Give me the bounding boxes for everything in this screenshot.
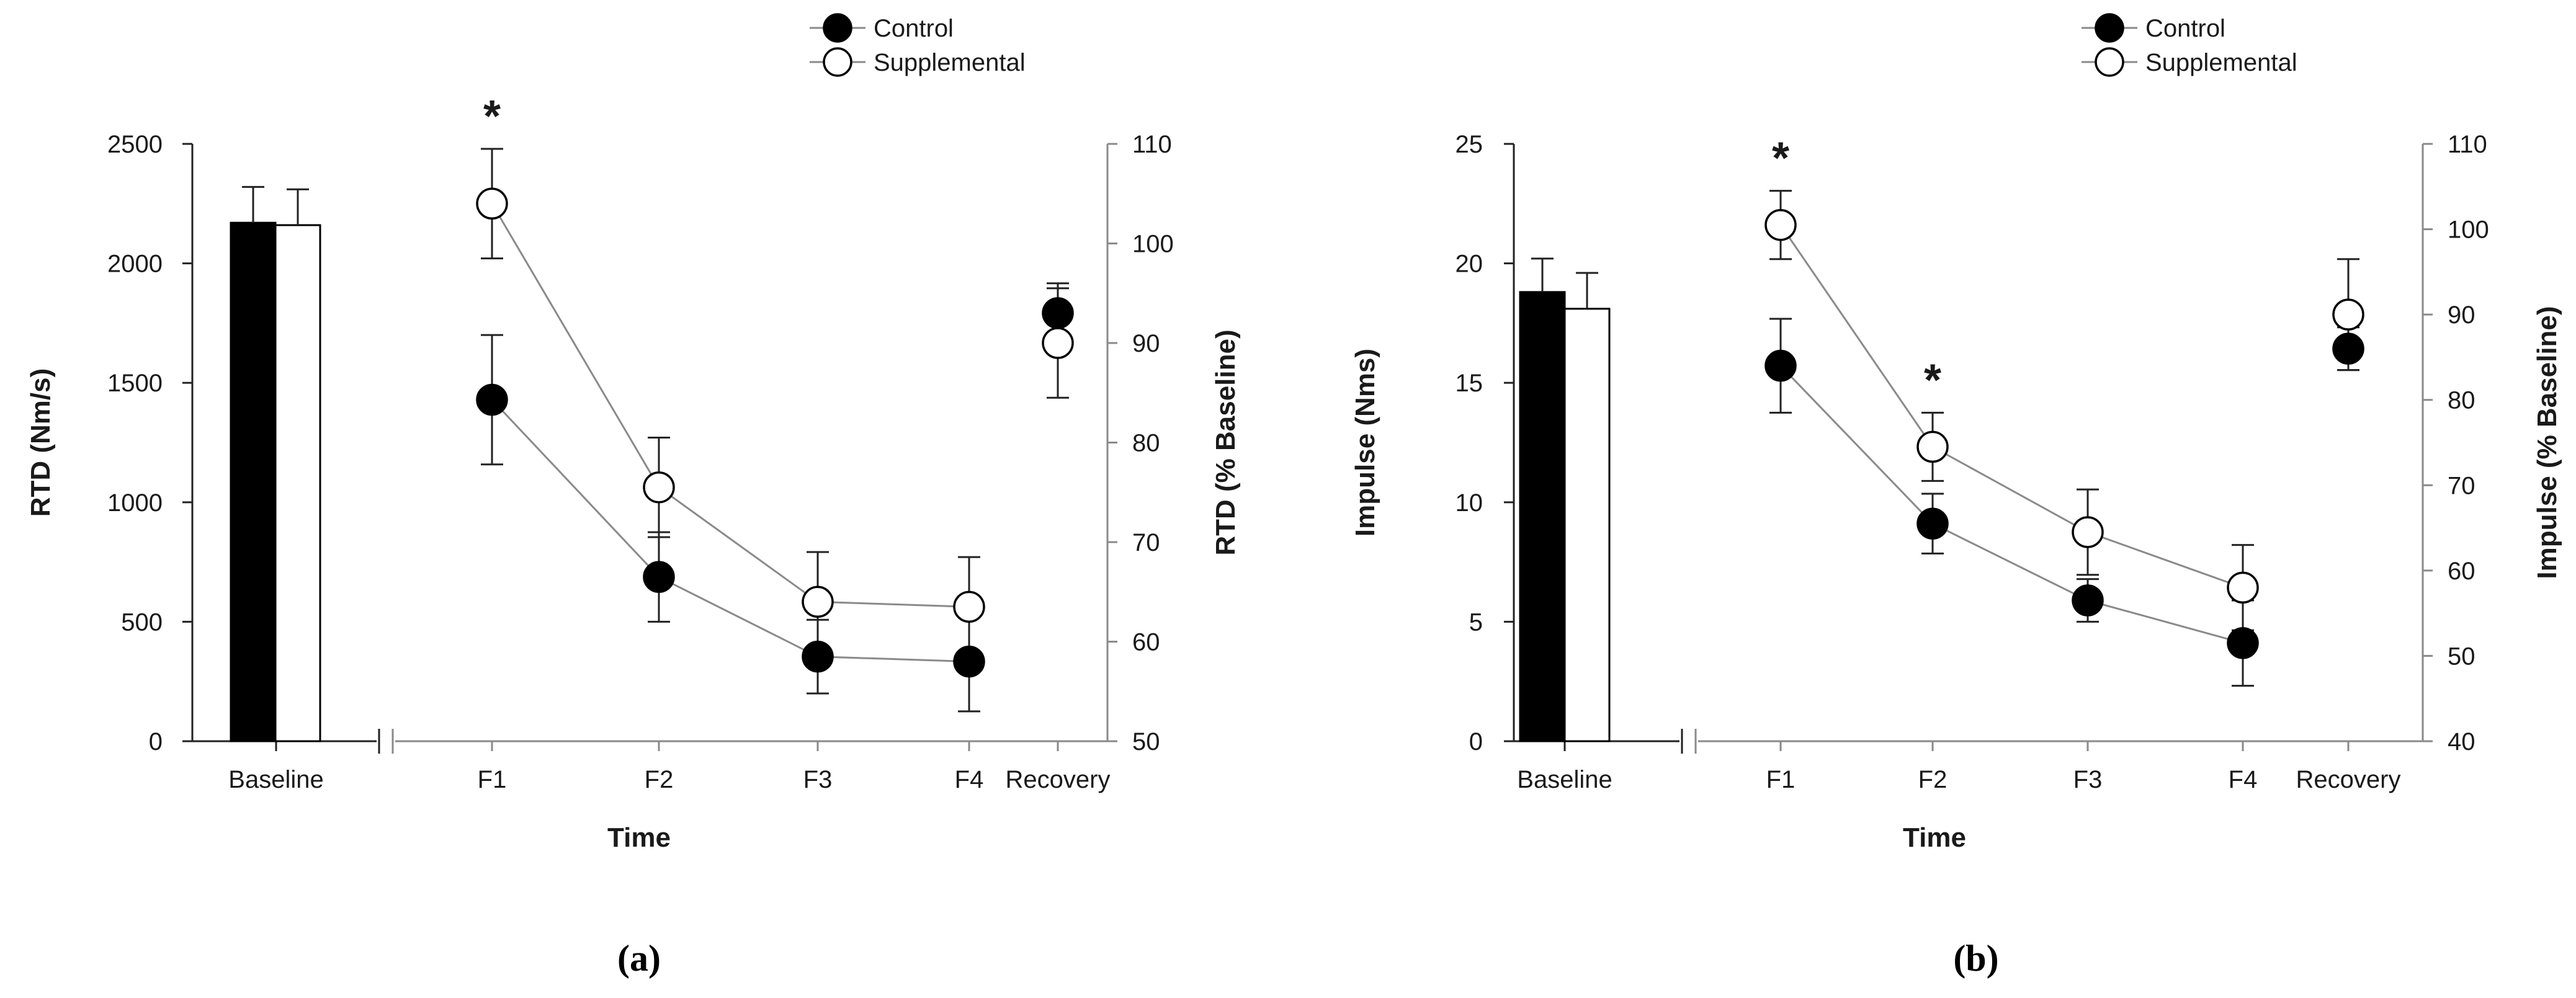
right-y-tick-label: 90	[1132, 330, 1160, 357]
data-point	[1764, 208, 1797, 241]
right-y-tick-label: 50	[2448, 643, 2475, 670]
data-point	[2227, 627, 2259, 659]
left-y-tick-label: 20	[1456, 251, 1483, 278]
right-y-tick-label: 110	[2448, 131, 2487, 158]
right-y-tick-label: 80	[2448, 387, 2475, 414]
right-y-tick-label: 70	[2448, 472, 2475, 499]
data-point	[2332, 332, 2364, 365]
legend-marker	[823, 13, 852, 43]
legend-marker	[823, 47, 852, 77]
data-point	[643, 471, 675, 504]
legend-marker	[2095, 47, 2124, 77]
x-tick-label: Recovery	[1006, 766, 1111, 793]
panel-label: (b)	[1953, 938, 1998, 979]
significance-mark: *	[1924, 355, 1941, 405]
left-y-tick-label: 10	[1456, 489, 1483, 517]
left-y-tick-label: 1000	[107, 489, 163, 517]
x-tick-label: F4	[2229, 766, 2258, 793]
left-y-tick-label: 0	[1469, 728, 1483, 755]
right-y-tick-label: 80	[1132, 430, 1160, 457]
baseline-bar	[1563, 308, 1611, 742]
x-tick-label: Recovery	[2296, 766, 2401, 793]
x-tick-label: F1	[478, 766, 507, 793]
data-point	[2227, 571, 2259, 604]
data-point	[476, 187, 508, 220]
x-tick-label: F3	[2073, 766, 2103, 793]
right-y-axis-title: RTD (% Baseline)	[1210, 329, 1241, 555]
legend-label: Supplemental	[874, 49, 1026, 76]
data-point	[476, 383, 508, 416]
left-y-tick-label: 5	[1469, 608, 1483, 636]
legend-label: Supplemental	[2145, 49, 2297, 76]
data-point	[1916, 430, 1949, 463]
series-line	[1779, 224, 2243, 589]
right-y-tick-label: 60	[2448, 558, 2475, 585]
series-line	[491, 203, 970, 608]
x-axis-title: Time	[607, 822, 671, 853]
right-y-tick-label: 60	[1132, 629, 1160, 656]
data-point	[1916, 507, 1949, 540]
data-point	[643, 561, 675, 593]
left-y-tick-label: 0	[149, 728, 163, 755]
data-point	[1764, 349, 1797, 382]
data-point	[953, 590, 985, 623]
right-y-tick-label: 70	[1132, 529, 1160, 556]
right-y-tick-label: 110	[1132, 131, 1172, 158]
x-axis-title: Time	[1903, 822, 1966, 853]
left-y-tick-label: 2500	[107, 131, 163, 158]
x-tick-label: Baseline	[1517, 766, 1612, 793]
x-tick-label: Baseline	[228, 766, 323, 793]
data-point	[2072, 584, 2104, 617]
panel-label: (a)	[617, 938, 661, 979]
significance-mark: *	[1772, 134, 1789, 184]
data-point	[1042, 327, 1074, 359]
series-line	[491, 399, 970, 663]
data-point	[2072, 516, 2104, 548]
right-y-tick-label: 100	[1132, 231, 1174, 258]
left-y-tick-label: 15	[1456, 370, 1483, 397]
right-y-tick-label: 50	[1132, 728, 1160, 755]
x-tick-label: F2	[1918, 766, 1948, 793]
legend-label: Control	[2145, 15, 2225, 42]
left-y-axis-title: RTD (Nm/s)	[25, 368, 56, 517]
x-tick-label: F3	[803, 766, 833, 793]
left-y-tick-label: 2000	[107, 251, 163, 278]
significance-mark: *	[483, 92, 501, 141]
right-y-tick-label: 90	[2448, 301, 2475, 329]
left-y-tick-label: 1500	[107, 370, 163, 397]
x-tick-label: F4	[955, 766, 984, 793]
baseline-bar	[1519, 291, 1566, 742]
data-point	[802, 640, 834, 673]
chart-panel-a: 0 500 1000 1500 2000 2500 50 60 70 80 90 100 110 Base…	[25, 13, 1241, 979]
series-line	[1779, 365, 2243, 644]
data-point	[953, 645, 985, 678]
data-point	[1042, 297, 1074, 329]
left-y-tick-label: 25	[1456, 131, 1483, 158]
baseline-bar	[230, 221, 277, 742]
x-tick-label: F1	[1766, 766, 1796, 793]
legend-label: Control	[874, 15, 954, 42]
legend-marker	[2095, 13, 2124, 43]
left-y-axis-title: Impulse (Nms)	[1350, 349, 1380, 537]
left-y-tick-label: 500	[121, 608, 163, 636]
right-y-axis-title: Impulse (% Baseline)	[2532, 306, 2562, 579]
right-y-tick-label: 40	[2448, 728, 2475, 755]
baseline-bar	[274, 224, 321, 742]
chart-panel-b: 0 5 10 15 20 25 40 50 60 70 80 90 100 110 Baseline F1 F2…	[1350, 13, 2562, 979]
data-point	[802, 586, 834, 618]
data-point	[2332, 298, 2364, 331]
x-tick-label: F2	[645, 766, 674, 793]
right-y-tick-label: 100	[2448, 216, 2489, 244]
